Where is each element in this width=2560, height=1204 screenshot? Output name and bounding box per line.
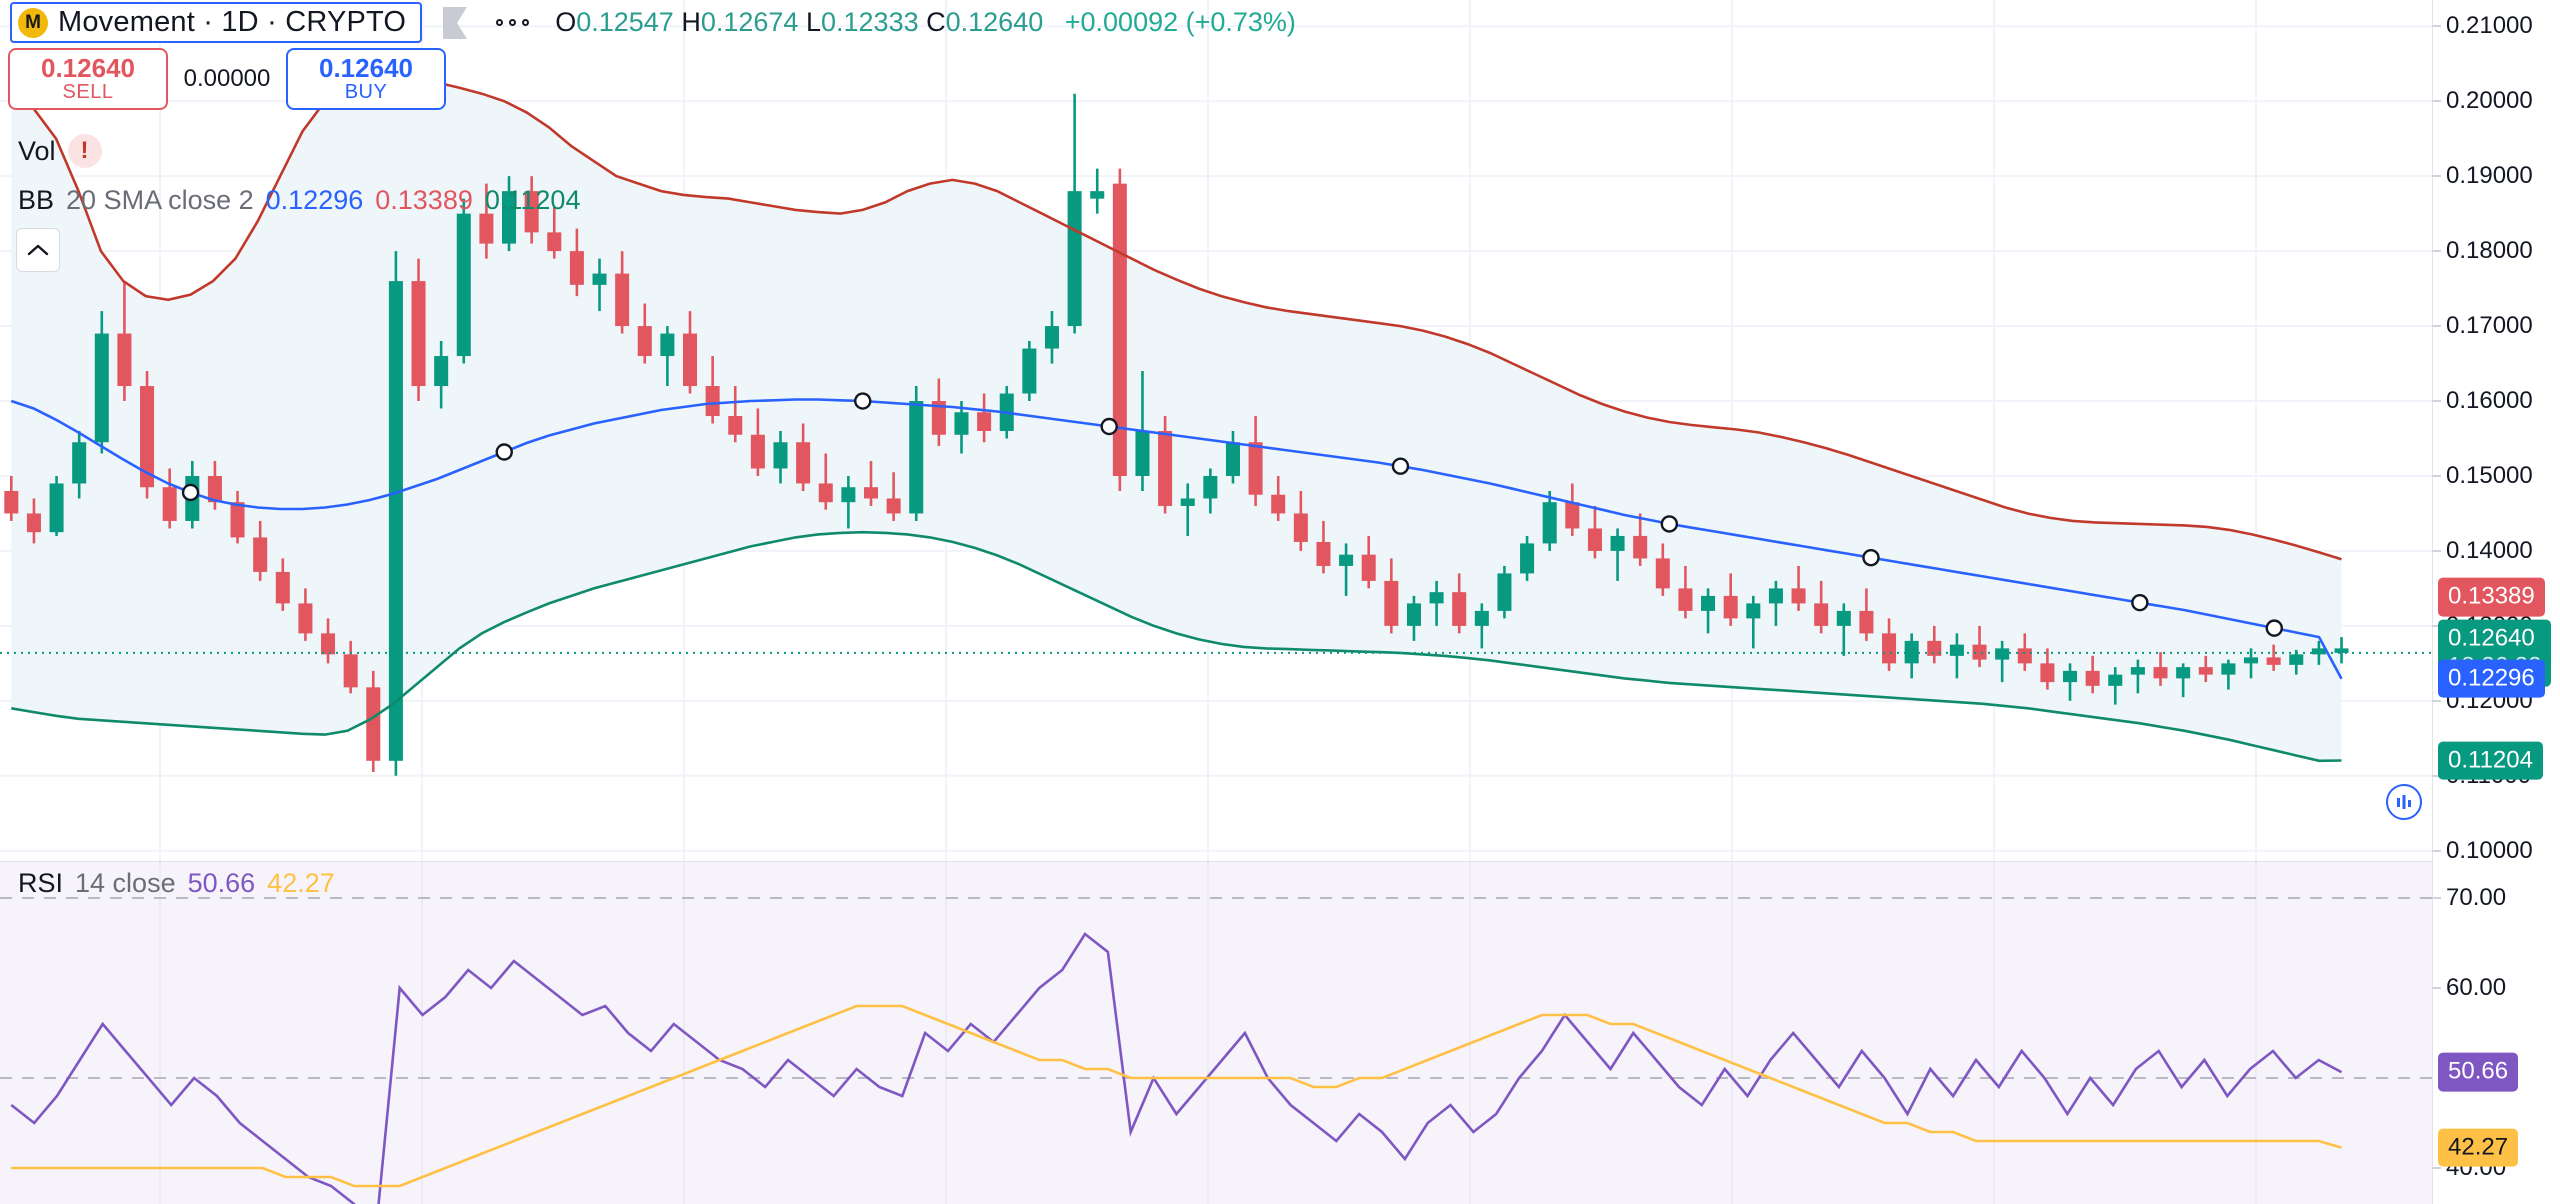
price-axis-tick: 0.20000 xyxy=(2446,87,2533,115)
price-axis-tick: 0.19000 xyxy=(2446,162,2533,190)
rsi-chart-canvas[interactable] xyxy=(0,862,2432,1204)
ohlc-low-label: L xyxy=(805,7,821,37)
rsi-axis-tick: 70.00 xyxy=(2446,884,2507,911)
price-axis-tick-mark xyxy=(2432,474,2441,477)
price-axis-tick: 0.14000 xyxy=(2446,536,2533,564)
chevron-up-icon xyxy=(27,244,49,256)
rsi-axis-tick-mark xyxy=(2432,1167,2441,1169)
price-axis-tick-mark xyxy=(2432,250,2441,253)
price-axis-tick-mark xyxy=(2432,25,2441,28)
rsi-pane[interactable] xyxy=(0,862,2432,1204)
ohlc-close-label: C xyxy=(926,7,946,37)
price-axis-tick-mark xyxy=(2432,400,2441,403)
price-axis-tick: 0.15000 xyxy=(2446,461,2533,489)
bollinger-indicator-legend[interactable]: BB 20 SMA close 2 0.12296 0.13389 0.1120… xyxy=(18,185,580,216)
ohlc-values: O0.12547 H0.12674 L0.12333 C0.12640 +0.0… xyxy=(555,7,1296,38)
ohlc-change: +0.00092 (+0.73%) xyxy=(1064,7,1296,37)
bb-upper-value: 0.13389 xyxy=(375,185,473,215)
rsi-indicator-name: RSI xyxy=(18,868,64,898)
chart-settings-button[interactable] xyxy=(2386,784,2422,820)
price-axis-tick: 0.21000 xyxy=(2446,12,2533,40)
rsi-axis-tick: 60.00 xyxy=(2446,974,2507,1001)
price-axis-tick-mark xyxy=(2432,774,2441,777)
price-axis-tick: 0.18000 xyxy=(2446,237,2533,265)
ohlc-close-value: 0.12640 xyxy=(945,7,1044,37)
more-options-icon[interactable] xyxy=(496,19,530,26)
price-axis-tick: 0.17000 xyxy=(2446,312,2533,340)
rsi-indicator-args: 14 close xyxy=(75,868,176,898)
flag-icon[interactable] xyxy=(440,6,470,40)
ohlc-low-value: 0.12333 xyxy=(821,7,919,37)
price-axis[interactable]: 0.21000 0.20000 0.19000 0.18000 0.17000 0.160… xyxy=(2432,0,2560,864)
sell-price: 0.12640 xyxy=(41,52,135,83)
bb-lower-badge[interactable]: 0.11204 xyxy=(2438,741,2543,780)
price-axis-tick-mark xyxy=(2432,175,2441,178)
price-axis-tick-mark xyxy=(2432,849,2441,852)
rsi-ma-badge[interactable]: 42.27 xyxy=(2438,1128,2519,1167)
price-axis-tick-mark xyxy=(2432,699,2441,702)
spread-value: 0.00000 xyxy=(183,65,271,92)
sell-button[interactable]: 0.12640 SELL xyxy=(8,48,168,110)
rsi-axis-tick-mark xyxy=(2432,987,2441,989)
bb-lower-badge-value: 0.11204 xyxy=(2448,746,2533,774)
ohlc-open-label: O xyxy=(555,7,577,37)
bb-upper-badge-value: 0.13389 xyxy=(2448,582,2535,610)
order-panel: 0.12640 SELL 0.00000 0.12640 BUY xyxy=(8,48,446,110)
rsi-ma-value: 42.27 xyxy=(267,868,335,898)
bb-lower-value: 0.11204 xyxy=(484,185,581,215)
rsi-axis[interactable]: 70.00 60.00 40.00 50.66 42.27 xyxy=(2432,862,2560,1204)
rsi-indicator-legend[interactable]: RSI 14 close 50.66 42.27 xyxy=(18,868,335,899)
ohlc-high-label: H xyxy=(681,7,701,37)
buy-label: BUY xyxy=(344,81,388,104)
rsi-value: 50.66 xyxy=(187,868,256,898)
last-price-badge-value: 0.12640 xyxy=(2448,624,2535,652)
bb-indicator-name: BB xyxy=(18,185,55,215)
price-axis-tick: 0.10000 xyxy=(2446,836,2533,864)
rsi-value-badge[interactable]: 50.66 xyxy=(2438,1052,2519,1092)
price-axis-tick-mark xyxy=(2432,549,2441,552)
ohlc-high-value: 0.12674 xyxy=(700,7,799,37)
symbol-legend: M Movement · 1D · CRYPTO O0.12547 H0.126… xyxy=(10,2,1296,43)
rsi-axis-tick-mark xyxy=(2432,897,2441,899)
bb-upper-badge[interactable]: 0.13389 xyxy=(2438,577,2545,617)
price-axis-tick-mark xyxy=(2432,325,2441,328)
bb-basis-value: 0.12296 xyxy=(265,185,364,215)
price-chart-canvas[interactable] xyxy=(0,0,2432,862)
symbol-title: Movement · 1D · CRYPTO xyxy=(58,6,407,38)
price-pane[interactable] xyxy=(0,0,2432,862)
candles-icon xyxy=(2397,795,2411,809)
bb-indicator-args: 20 SMA close 2 xyxy=(66,185,254,215)
sell-label: SELL xyxy=(62,81,114,104)
collapse-pane-button[interactable] xyxy=(16,228,60,272)
price-axis-divider xyxy=(2432,0,2433,862)
buy-button[interactable]: 0.12640 BUY xyxy=(286,48,446,110)
bb-basis-badge-value: 0.12296 xyxy=(2448,664,2535,692)
pane-divider xyxy=(0,861,2432,862)
volume-indicator-legend[interactable]: Vol ! xyxy=(18,134,102,168)
rsi-axis-divider xyxy=(2432,862,2433,1204)
bb-basis-badge[interactable]: 0.12296 xyxy=(2438,659,2545,699)
symbol-button[interactable]: M Movement · 1D · CRYPTO xyxy=(10,2,423,43)
volume-warning-icon[interactable]: ! xyxy=(67,134,102,168)
buy-price: 0.12640 xyxy=(319,52,413,83)
ohlc-open-value: 0.12547 xyxy=(576,7,674,37)
volume-indicator-name: Vol xyxy=(18,135,56,166)
price-axis-tick-mark xyxy=(2432,624,2441,627)
price-axis-tick-mark xyxy=(2432,100,2441,103)
price-axis-tick: 0.16000 xyxy=(2446,387,2533,415)
symbol-logo-icon: M xyxy=(18,7,48,38)
